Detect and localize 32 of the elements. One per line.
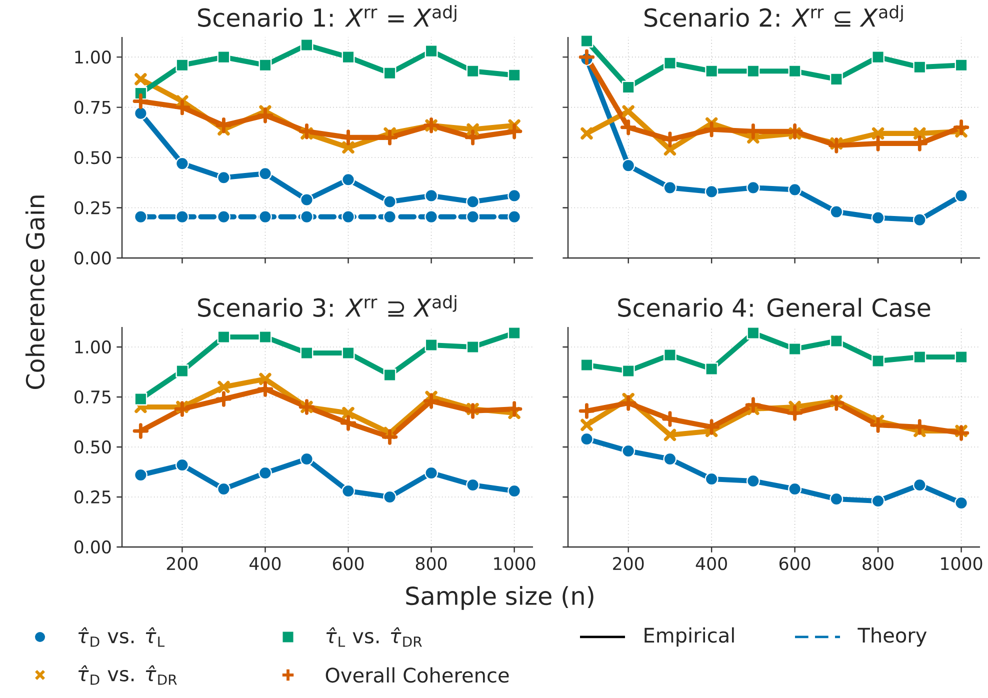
legend-label: Theory	[858, 627, 927, 647]
text: Empirical	[644, 627, 734, 647]
x-tick-label: 800	[416, 557, 447, 570]
legend-label: τ̂$_{D}$ vs. τ̂$_{DR}$	[78, 665, 177, 685]
x-tick-label: 400	[250, 557, 281, 570]
x-tick-label: 1000	[941, 557, 982, 570]
chart-title: Scenario 4: General Case	[618, 298, 930, 317]
y-tick-label: 0.25	[74, 201, 110, 214]
y-axis-title: Coherence Gain	[25, 196, 45, 390]
y-tick-label: 0.50	[74, 440, 111, 454]
y-tick-label: 0.00	[74, 251, 111, 265]
x-tick-label: 400	[696, 557, 727, 570]
y-tick-label: 0.00	[74, 540, 111, 554]
y-tick-label: 0.25	[74, 490, 110, 504]
x-tick-label: 600	[332, 557, 364, 570]
x-axis-title: Sample size (n)	[406, 586, 594, 610]
x-tick-label: 1000	[494, 557, 536, 570]
y-tick-label: 0.75	[74, 390, 110, 404]
chart-title: Scenario 3: X$^{rr}$ ⊇ X$^{adj}$	[198, 295, 456, 317]
y-tick-label: 1.00	[75, 50, 111, 64]
legend-label: Overall Coherence	[326, 667, 509, 683]
chart-title: Scenario 1: X$^{rr}$ = X$^{adj}$	[198, 5, 456, 27]
x-tick-label: 600	[779, 557, 810, 570]
y-tick-label: 0.50	[74, 150, 111, 164]
legend-label: τ̂$_{D}$ vs. τ̂$_{L}$	[78, 627, 165, 647]
x-tick-label: 200	[166, 557, 198, 570]
y-tick-label: 0.75	[74, 100, 110, 114]
legend-label: τ̂$_{L}$ vs. τ̂$_{DR}$	[326, 627, 422, 647]
x-tick-label: 800	[862, 557, 894, 570]
x-tick-label: 200	[613, 557, 644, 570]
chart-title: Scenario 2: X$^{rr}$ ⊆ X$^{adj}$	[644, 5, 903, 27]
y-tick-label: 1.00	[75, 340, 111, 354]
